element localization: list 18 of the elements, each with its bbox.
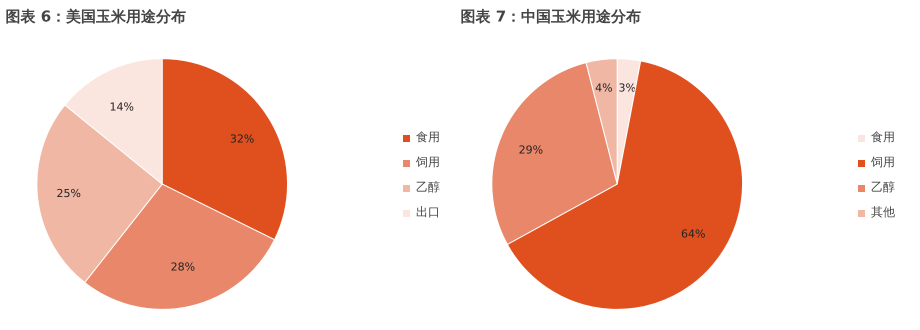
legend-label: 出口 <box>416 204 440 221</box>
legend-label: 饲用 <box>416 154 440 171</box>
legend-label: 食用 <box>871 129 895 146</box>
legend-label: 乙醇 <box>416 179 440 196</box>
data-label: 4% <box>595 82 613 95</box>
data-label: 25% <box>56 186 81 200</box>
legend-label: 其他 <box>871 204 895 221</box>
data-label: 32% <box>230 132 254 146</box>
legend-label: 食用 <box>416 129 440 146</box>
legend-label: 饲用 <box>871 154 895 171</box>
data-label: 14% <box>110 100 134 114</box>
data-label: 29% <box>518 144 544 157</box>
data-label: 3% <box>618 81 636 94</box>
data-label: 28% <box>170 260 196 274</box>
data-label: 64% <box>681 228 706 241</box>
legend-label: 乙醇 <box>871 179 895 196</box>
chart-title: 图表 6：美国玉米用途分布 <box>6 8 186 26</box>
chart-title: 图表 7：中国玉米用途分布 <box>460 8 642 26</box>
